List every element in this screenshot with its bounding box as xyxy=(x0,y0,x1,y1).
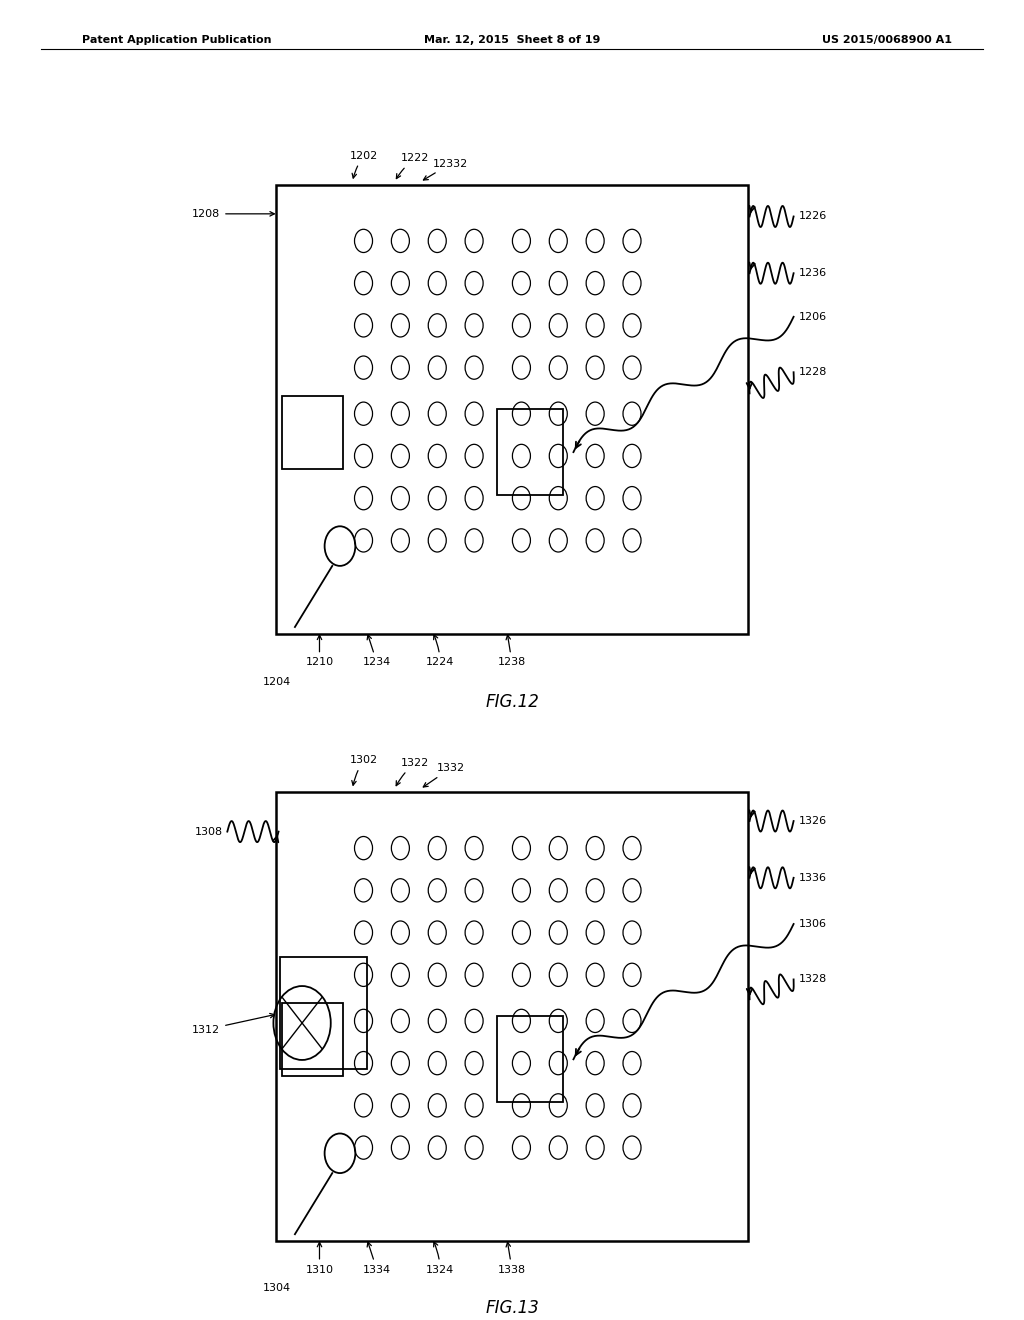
Bar xyxy=(280,957,367,1069)
Text: 1312: 1312 xyxy=(193,1014,274,1035)
Bar xyxy=(282,1003,343,1076)
Text: 1334: 1334 xyxy=(362,1242,391,1275)
Text: 1236: 1236 xyxy=(799,268,826,279)
Text: 1306: 1306 xyxy=(799,919,826,929)
Text: 1234: 1234 xyxy=(362,635,391,668)
Text: 1204: 1204 xyxy=(262,677,291,688)
Text: 1308: 1308 xyxy=(196,826,223,837)
Text: 1202: 1202 xyxy=(349,150,378,178)
Text: 1228: 1228 xyxy=(799,367,827,378)
Text: 1324: 1324 xyxy=(426,1242,455,1275)
Bar xyxy=(276,792,748,1241)
Text: 1224: 1224 xyxy=(426,635,455,668)
Text: 1222: 1222 xyxy=(396,153,429,178)
Text: 1208: 1208 xyxy=(191,209,274,219)
Text: 1302: 1302 xyxy=(349,755,378,785)
Text: 1310: 1310 xyxy=(305,1242,334,1275)
Bar xyxy=(282,396,343,469)
Text: 12332: 12332 xyxy=(423,158,468,180)
Text: Mar. 12, 2015  Sheet 8 of 19: Mar. 12, 2015 Sheet 8 of 19 xyxy=(424,34,600,45)
Text: FIG.12: FIG.12 xyxy=(485,693,539,711)
Text: 1210: 1210 xyxy=(305,635,334,668)
Text: 1332: 1332 xyxy=(423,763,465,787)
Text: 1322: 1322 xyxy=(396,758,429,785)
Bar xyxy=(497,409,563,495)
Text: US 2015/0068900 A1: US 2015/0068900 A1 xyxy=(822,34,952,45)
Text: 1304: 1304 xyxy=(262,1283,291,1294)
Text: 1328: 1328 xyxy=(799,974,827,985)
Bar xyxy=(497,1016,563,1102)
Text: FIG.13: FIG.13 xyxy=(485,1299,539,1317)
Text: Patent Application Publication: Patent Application Publication xyxy=(82,34,271,45)
Bar xyxy=(276,185,748,634)
Text: 1326: 1326 xyxy=(799,816,826,826)
Text: 1206: 1206 xyxy=(799,312,826,322)
Text: 1338: 1338 xyxy=(498,1242,526,1275)
Text: 1226: 1226 xyxy=(799,211,827,222)
Text: 1238: 1238 xyxy=(498,635,526,668)
Text: 1336: 1336 xyxy=(799,873,826,883)
